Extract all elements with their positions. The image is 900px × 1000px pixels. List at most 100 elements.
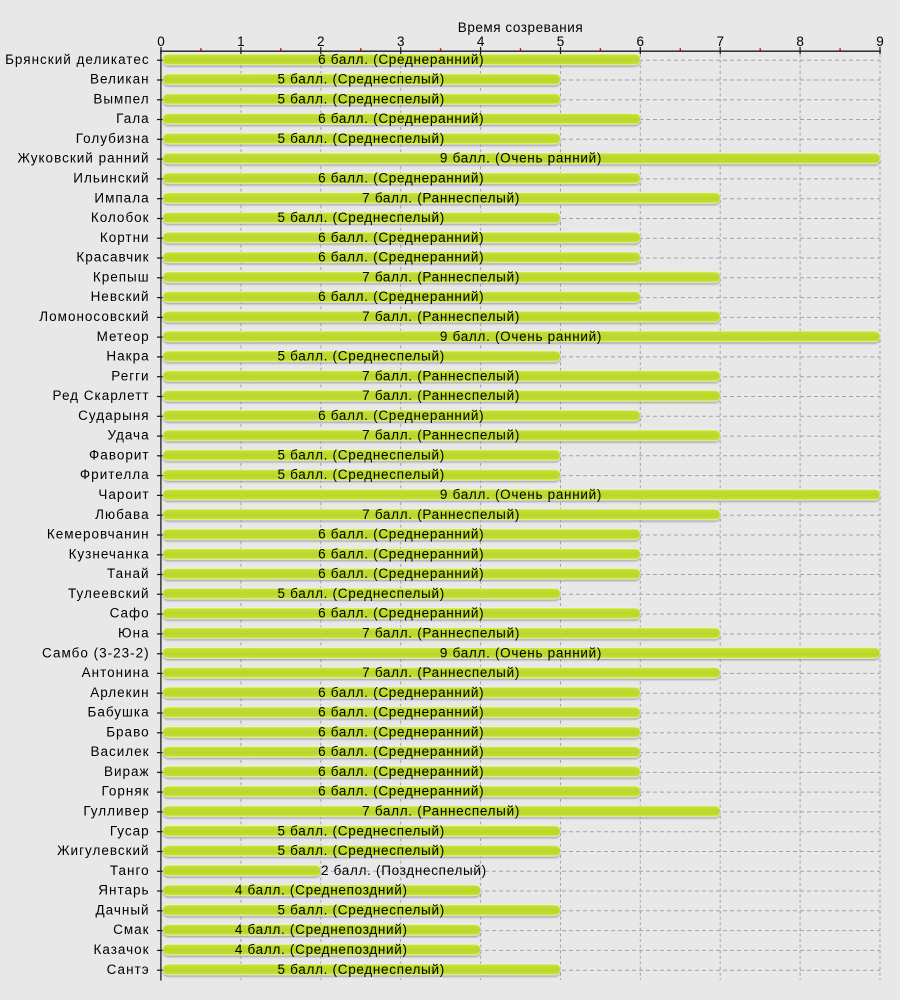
- svg-text:6 балл. (Среднеранний): 6 балл. (Среднеранний): [318, 724, 484, 739]
- svg-text:Бабушка: Бабушка: [87, 705, 149, 720]
- svg-text:7 балл. (Раннеспелый): 7 балл. (Раннеспелый): [362, 368, 520, 383]
- svg-text:Самбо (3-23-2): Самбо (3-23-2): [42, 645, 150, 660]
- svg-text:Казачок: Казачок: [94, 942, 150, 957]
- svg-text:Колобок: Колобок: [91, 210, 150, 225]
- svg-text:Великан: Великан: [90, 72, 150, 87]
- svg-text:Брянский деликатес: Брянский деликатес: [5, 52, 150, 67]
- svg-text:6 балл. (Среднеранний): 6 балл. (Среднеранний): [318, 784, 484, 799]
- svg-text:3: 3: [397, 34, 405, 49]
- svg-text:5 балл. (Среднеспелый): 5 балл. (Среднеспелый): [278, 843, 445, 858]
- svg-text:Вираж: Вираж: [104, 764, 150, 779]
- svg-text:Сафо: Сафо: [110, 606, 150, 621]
- svg-text:6 балл. (Среднеранний): 6 балл. (Среднеранний): [318, 566, 484, 581]
- svg-text:Красавчик: Красавчик: [76, 250, 149, 265]
- svg-text:9 балл. (Очень ранний): 9 балл. (Очень ранний): [440, 645, 602, 660]
- svg-text:5 балл. (Среднеспелый): 5 балл. (Среднеспелый): [278, 131, 445, 146]
- svg-text:Удача: Удача: [107, 428, 149, 443]
- svg-text:Жуковский ранний: Жуковский ранний: [17, 151, 149, 166]
- svg-text:7 балл. (Раннеспелый): 7 балл. (Раннеспелый): [362, 507, 520, 522]
- svg-text:Горняк: Горняк: [101, 784, 149, 799]
- svg-text:Василек: Василек: [90, 744, 149, 759]
- svg-text:Импала: Импала: [94, 190, 149, 205]
- svg-text:5 балл. (Среднеспелый): 5 балл. (Среднеспелый): [278, 349, 445, 364]
- svg-text:4 балл. (Среднепоздний): 4 балл. (Среднепоздний): [235, 883, 408, 898]
- svg-text:Жигулевский: Жигулевский: [57, 843, 150, 858]
- svg-text:4 балл. (Среднепоздний): 4 балл. (Среднепоздний): [235, 942, 408, 957]
- svg-text:6 балл. (Среднеранний): 6 балл. (Среднеранний): [318, 744, 484, 759]
- svg-text:Любава: Любава: [95, 507, 149, 522]
- svg-text:6 балл. (Среднеранний): 6 балл. (Среднеранний): [318, 764, 484, 779]
- svg-text:6 балл. (Среднеранний): 6 балл. (Среднеранний): [318, 230, 484, 245]
- svg-text:Янтарь: Янтарь: [98, 883, 149, 898]
- svg-text:Арлекин: Арлекин: [90, 685, 149, 700]
- svg-text:6 балл. (Среднеранний): 6 балл. (Среднеранний): [318, 250, 484, 265]
- svg-text:6: 6: [637, 34, 645, 49]
- svg-text:9: 9: [876, 34, 884, 49]
- svg-text:Время созревания: Время созревания: [458, 20, 583, 35]
- svg-text:Регги: Регги: [111, 368, 149, 383]
- svg-text:Ильинский: Ильинский: [73, 170, 149, 185]
- svg-text:Кузнечанка: Кузнечанка: [69, 546, 150, 561]
- svg-text:6 балл. (Среднеранний): 6 балл. (Среднеранний): [318, 408, 484, 423]
- svg-text:Гулливер: Гулливер: [83, 804, 149, 819]
- svg-text:Сантэ: Сантэ: [107, 962, 150, 977]
- svg-text:6 балл. (Среднеранний): 6 балл. (Среднеранний): [318, 170, 484, 185]
- svg-text:0: 0: [157, 34, 165, 49]
- svg-text:6 балл. (Среднеранний): 6 балл. (Среднеранний): [318, 546, 484, 561]
- svg-text:Фаворит: Фаворит: [89, 447, 150, 462]
- svg-text:6 балл. (Среднеранний): 6 балл. (Среднеранний): [318, 606, 484, 621]
- svg-text:5 балл. (Среднеспелый): 5 балл. (Среднеспелый): [278, 210, 445, 225]
- svg-text:7 балл. (Раннеспелый): 7 балл. (Раннеспелый): [362, 309, 520, 324]
- svg-text:Чароит: Чароит: [98, 487, 149, 502]
- svg-text:2: 2: [317, 34, 325, 49]
- svg-text:5 балл. (Среднеспелый): 5 балл. (Среднеспелый): [278, 447, 445, 462]
- svg-text:6 балл. (Среднеранний): 6 балл. (Среднеранний): [318, 111, 484, 126]
- svg-text:5 балл. (Среднеспелый): 5 балл. (Среднеспелый): [278, 823, 445, 838]
- svg-text:Голубизна: Голубизна: [76, 131, 150, 146]
- svg-text:7 балл. (Раннеспелый): 7 балл. (Раннеспелый): [362, 269, 520, 284]
- svg-text:Сударыня: Сударыня: [78, 408, 149, 423]
- svg-text:Фрителла: Фрителла: [80, 467, 150, 482]
- svg-text:Метеор: Метеор: [97, 329, 150, 344]
- svg-text:5 балл. (Среднеспелый): 5 балл. (Среднеспелый): [278, 586, 445, 601]
- svg-text:8: 8: [796, 34, 804, 49]
- svg-text:5 балл. (Среднеспелый): 5 балл. (Среднеспелый): [278, 902, 445, 917]
- svg-text:Гала: Гала: [116, 111, 149, 126]
- svg-text:Смак: Смак: [113, 922, 149, 937]
- svg-text:6 балл. (Среднеранний): 6 балл. (Среднеранний): [318, 685, 484, 700]
- svg-text:Ред Скарлетт: Ред Скарлетт: [53, 388, 150, 403]
- svg-text:Антонина: Антонина: [82, 665, 150, 680]
- svg-text:5 балл. (Среднеспелый): 5 балл. (Среднеспелый): [278, 91, 445, 106]
- svg-text:7 балл. (Раннеспелый): 7 балл. (Раннеспелый): [362, 625, 520, 640]
- svg-text:6 балл. (Среднеранний): 6 балл. (Среднеранний): [318, 705, 484, 720]
- svg-text:Гусар: Гусар: [110, 823, 150, 838]
- svg-text:6 балл. (Среднеранний): 6 балл. (Среднеранний): [318, 289, 484, 304]
- svg-text:Браво: Браво: [106, 724, 149, 739]
- svg-text:Вымпел: Вымпел: [93, 91, 149, 106]
- svg-text:Ломоносовский: Ломоносовский: [39, 309, 149, 324]
- svg-text:4: 4: [477, 34, 485, 49]
- svg-text:1: 1: [237, 34, 245, 49]
- svg-text:7 балл. (Раннеспелый): 7 балл. (Раннеспелый): [362, 190, 520, 205]
- svg-text:Юна: Юна: [118, 625, 150, 640]
- svg-text:Невский: Невский: [91, 289, 150, 304]
- svg-text:9 балл. (Очень ранний): 9 балл. (Очень ранний): [440, 329, 602, 344]
- svg-text:Танай: Танай: [107, 566, 150, 581]
- svg-text:Тулеевский: Тулеевский: [68, 586, 150, 601]
- svg-text:2 балл. (Позднеспелый): 2 балл. (Позднеспелый): [321, 863, 487, 878]
- svg-text:7 балл. (Раннеспелый): 7 балл. (Раннеспелый): [362, 665, 520, 680]
- svg-text:7: 7: [716, 34, 724, 49]
- svg-text:5 балл. (Среднеспелый): 5 балл. (Среднеспелый): [278, 72, 445, 87]
- svg-text:7 балл. (Раннеспелый): 7 балл. (Раннеспелый): [362, 428, 520, 443]
- svg-text:5: 5: [557, 34, 565, 49]
- svg-text:9 балл. (Очень ранний): 9 балл. (Очень ранний): [440, 487, 602, 502]
- svg-text:Кортни: Кортни: [100, 230, 150, 245]
- svg-text:4 балл. (Среднепоздний): 4 балл. (Среднепоздний): [235, 922, 408, 937]
- svg-text:Кемеровчанин: Кемеровчанин: [47, 527, 150, 542]
- svg-text:5 балл. (Среднеспелый): 5 балл. (Среднеспелый): [278, 962, 445, 977]
- svg-text:6 балл. (Среднеранний): 6 балл. (Среднеранний): [318, 52, 484, 67]
- svg-text:Крепыш: Крепыш: [93, 269, 150, 284]
- svg-text:Накра: Накра: [106, 349, 149, 364]
- svg-text:6 балл. (Среднеранний): 6 балл. (Среднеранний): [318, 527, 484, 542]
- svg-text:Дачный: Дачный: [96, 902, 150, 917]
